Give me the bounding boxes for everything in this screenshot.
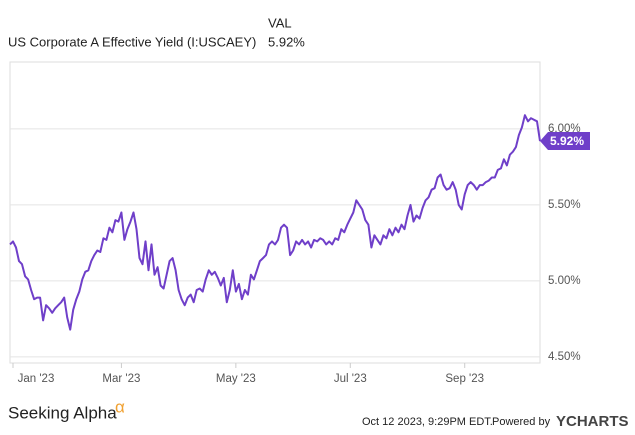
header-label: VAL [268, 15, 292, 30]
brand: Seeking Alpha [8, 403, 117, 422]
x-tick-label: May '23 [216, 373, 256, 385]
provider: YCHARTS [556, 413, 629, 430]
x-tick-label: Sep '23 [445, 373, 484, 385]
line [9, 114, 541, 331]
x-tick-label: Jul '23 [334, 373, 367, 385]
latest-badge [540, 132, 590, 151]
y-tick-label: 6.00% [548, 123, 581, 135]
y-tick-label: 4.50% [548, 351, 581, 363]
brand-mark: α [115, 397, 125, 416]
plot-frame [9, 61, 541, 364]
series-current: 5.92% [268, 34, 305, 49]
x-tick-label: Mar '23 [102, 373, 140, 385]
timestamp: Oct 12 2023, 9:29PM EDT. [362, 416, 493, 428]
x-tick-label: Jan '23 [18, 373, 55, 385]
powered-by: Powered by [492, 416, 551, 428]
y-tick-label: 5.50% [548, 199, 581, 211]
series-name: US Corporate A Effective Yield (I:USCAEY… [8, 34, 256, 49]
y-tick-label: 5.00% [548, 275, 581, 287]
latest-label: 5.92% [550, 134, 584, 148]
